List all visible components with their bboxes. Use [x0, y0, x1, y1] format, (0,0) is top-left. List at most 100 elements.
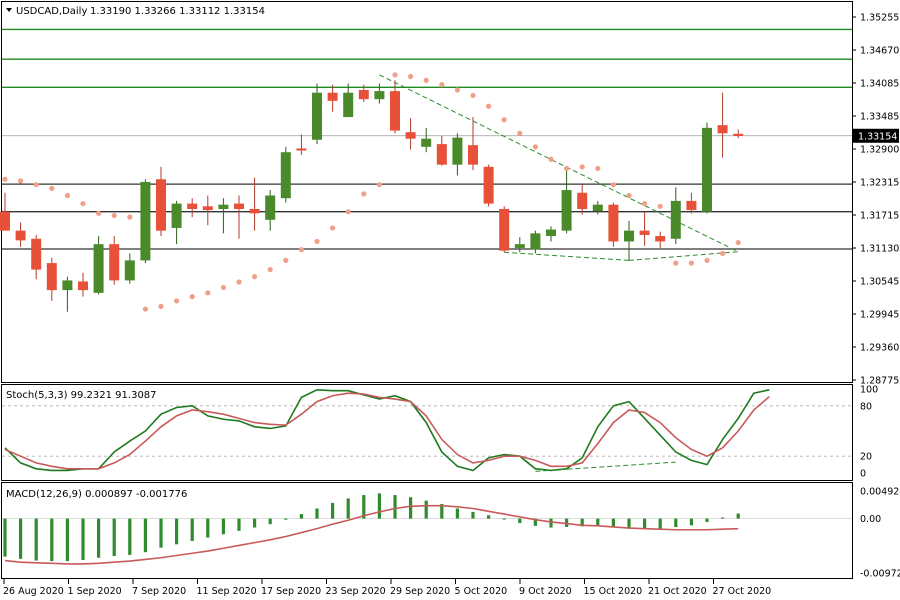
psar-dot — [158, 303, 164, 309]
macd-histogram-bar — [393, 495, 397, 519]
price-label: 1.29360 — [860, 343, 899, 354]
candle-body — [62, 280, 73, 291]
macd-histogram-bar — [689, 518, 693, 526]
candle-body — [624, 230, 634, 242]
candle-body — [670, 200, 681, 239]
psar-dot — [392, 72, 398, 78]
candle-body — [608, 204, 619, 242]
psar-dot — [642, 200, 648, 207]
candle-body — [436, 144, 447, 165]
candle-body — [499, 209, 510, 251]
candle-body — [421, 138, 432, 147]
candle-body — [249, 209, 260, 214]
psar-dot — [252, 274, 258, 280]
macd-histogram-bar — [19, 518, 23, 559]
current-price-label: 1.33154 — [858, 131, 897, 142]
candle-body — [639, 230, 650, 235]
psar-dot — [486, 103, 492, 109]
date-label: 7 Sep 2020 — [132, 586, 186, 597]
psar-dot — [423, 77, 429, 83]
psar-dot — [33, 182, 39, 188]
trend-line — [504, 251, 630, 261]
psar-dot — [80, 200, 86, 207]
psar-dot — [376, 182, 382, 188]
symbol-dropdown-icon[interactable] — [6, 8, 12, 12]
macd-histogram-bar — [721, 517, 725, 519]
date-label: 23 Sep 2020 — [326, 586, 386, 597]
macd-histogram-bar — [362, 495, 366, 519]
price-label: 1.29945 — [860, 310, 899, 321]
macd-histogram-bar — [331, 502, 335, 519]
psar-dot — [517, 130, 523, 136]
macd-tick-label: 0.00 — [860, 514, 881, 525]
candle-body — [218, 204, 229, 210]
stoch-level-label: 80 — [860, 401, 872, 412]
candle-body — [655, 236, 666, 242]
psar-dot — [470, 92, 476, 99]
macd-histogram-bar — [112, 518, 116, 557]
macd-histogram-bar — [674, 518, 678, 527]
psar-dot — [626, 192, 632, 199]
stoch-level-label: 0 — [860, 469, 866, 480]
macd-histogram-bar — [533, 518, 537, 526]
price-label: 1.34085 — [860, 79, 899, 90]
candle-body — [234, 203, 244, 210]
candle-body — [202, 206, 213, 211]
macd-histogram-bar — [190, 518, 194, 541]
macd-histogram-bar — [221, 518, 225, 535]
chart-symbol: USDCAD,Daily — [16, 6, 87, 17]
macd-histogram-bar — [206, 518, 210, 538]
candle-body — [46, 263, 57, 291]
candle-body — [296, 148, 307, 151]
candle-body — [405, 132, 416, 139]
trend-line — [379, 74, 739, 253]
macd-histogram-bar — [580, 518, 584, 527]
psar-dot — [220, 284, 226, 291]
price-label: 1.31130 — [860, 244, 899, 255]
candle-body — [733, 133, 744, 136]
date-label: 1 Sep 2020 — [68, 586, 122, 597]
stoch-level-label: 20 — [860, 452, 872, 463]
macd-histogram-bar — [253, 518, 257, 528]
psar-dot — [314, 238, 320, 245]
candle-body — [265, 195, 276, 220]
macd-histogram-bar — [237, 518, 241, 531]
candle-body — [343, 92, 354, 118]
psar-dot — [174, 298, 180, 304]
candle-body — [93, 244, 104, 293]
macd-histogram-bar — [409, 497, 413, 519]
psar-dot — [735, 239, 741, 246]
macd-signal-line — [4, 504, 739, 565]
candle-body — [140, 181, 151, 261]
macd-histogram-bar — [175, 518, 179, 545]
chart-ohlc: 1.33190 1.33266 1.33112 1.33154 — [90, 6, 265, 17]
candle-body — [15, 230, 26, 241]
date-label: 11 Sep 2020 — [197, 586, 257, 597]
candle-body — [156, 179, 166, 231]
psar-dot — [439, 82, 445, 88]
psar-dot — [111, 212, 117, 219]
stoch-pane — [1, 384, 853, 481]
candle-body — [327, 92, 338, 101]
macd-histogram-bar — [549, 518, 553, 528]
date-label: 17 Sep 2020 — [261, 586, 321, 597]
macd-histogram-bar — [50, 518, 54, 562]
macd-tick-label: 0.004928 — [860, 487, 900, 498]
macd-histogram-bar — [81, 518, 85, 560]
price-label: 1.33485 — [860, 112, 899, 123]
macd-histogram-bar — [65, 518, 69, 562]
stoch-level-label: 100 — [860, 385, 878, 396]
psar-dot — [330, 225, 336, 231]
candle-body — [483, 166, 494, 204]
macd-histogram-bar — [97, 518, 101, 558]
macd-histogram-bar — [159, 518, 163, 548]
macd-histogram-bar — [487, 515, 491, 519]
psar-dot — [673, 260, 679, 266]
psar-dot — [361, 191, 367, 197]
macd-histogram-bar — [471, 511, 475, 519]
psar-dot — [579, 164, 585, 170]
price-label: 1.32315 — [860, 178, 899, 189]
candle-body — [358, 90, 369, 100]
macd-histogram-bar — [424, 500, 428, 519]
macd-histogram-bar — [377, 493, 381, 519]
